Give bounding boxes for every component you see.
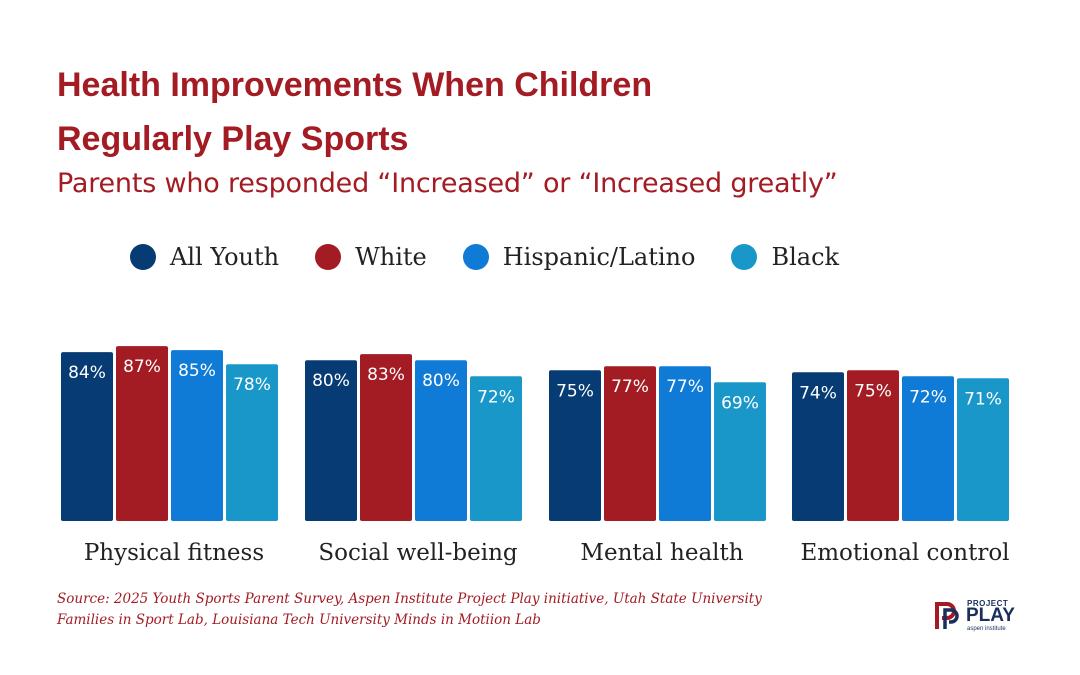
bar-emotional-control-all-youth xyxy=(792,372,844,521)
bar-emotional-control-black xyxy=(957,378,1009,521)
legend-item-hispanic-latino: Hispanic/Latino xyxy=(462,243,696,271)
data-label-emotional-control-all-youth: 74% xyxy=(799,383,837,403)
bar-emotional-control-hispanic-latino xyxy=(902,376,954,521)
legend-label-black: Black xyxy=(771,243,840,271)
data-label-emotional-control-black: 71% xyxy=(964,389,1002,409)
legend-item-black: Black xyxy=(731,243,839,271)
legend-label-hispanic-latino: Hispanic/Latino xyxy=(502,243,696,271)
data-label-physical-fitness-hispanic-latino: 85% xyxy=(178,361,216,381)
bar-mental-health-hispanic-latino xyxy=(659,366,711,521)
data-label-social-well-being-all-youth: 80% xyxy=(312,371,350,391)
legend-swatch-white xyxy=(315,244,342,270)
data-label-mental-health-hispanic-latino: 77% xyxy=(666,377,704,397)
bar-physical-fitness-all-youth xyxy=(61,352,113,521)
legend: All Youth White Hispanic/Latino Black xyxy=(130,236,875,278)
bar-social-well-being-black xyxy=(470,376,522,521)
data-label-physical-fitness-white: 87% xyxy=(123,357,161,377)
data-label-mental-health-black: 69% xyxy=(721,393,759,413)
legend-item-white: White xyxy=(315,243,427,271)
bar-social-well-being-hispanic-latino xyxy=(415,360,467,521)
data-label-emotional-control-white: 75% xyxy=(854,381,892,401)
bar-physical-fitness-white xyxy=(116,346,168,521)
bar-emotional-control-white xyxy=(847,370,899,521)
bar-mental-health-black xyxy=(714,382,766,521)
data-label-social-well-being-white: 83% xyxy=(367,365,405,385)
source-line-1: Source: 2025 Youth Sports Parent Survey,… xyxy=(57,591,762,607)
category-label-emotional-control: Emotional control xyxy=(800,540,1009,566)
data-label-emotional-control-hispanic-latino: 72% xyxy=(909,387,947,407)
data-label-physical-fitness-black: 78% xyxy=(233,375,271,395)
bar-chart: 84% 87% 85% 78% Physical fitness 80% 83% 80% 72%… xyxy=(61,346,1010,566)
source-line-2: Families in Sport Lab, Louisiana Tech Un… xyxy=(57,612,541,628)
data-label-social-well-being-hispanic-latino: 80% xyxy=(422,371,460,391)
data-label-mental-health-white: 77% xyxy=(611,377,649,397)
source-note: Source: 2025 Youth Sports Parent Survey,… xyxy=(57,589,762,631)
category-label-physical-fitness: Physical fitness xyxy=(84,540,264,566)
bar-social-well-being-all-youth xyxy=(305,360,357,521)
chart-title: Health Improvements When Children Regula… xyxy=(57,58,652,166)
project-play-logo-mark-icon xyxy=(935,602,959,629)
bar-social-well-being-white xyxy=(360,354,412,521)
category-label-social-well-being: Social well-being xyxy=(318,540,518,566)
logo-play-text: PLAY xyxy=(966,605,1015,626)
bar-physical-fitness-black xyxy=(226,364,278,521)
legend-label-all-youth: All Youth xyxy=(170,243,280,271)
category-label-mental-health: Mental health xyxy=(580,540,743,566)
title-line-2: Regularly Play Sports xyxy=(57,120,409,158)
logo-project-text: PROJECT xyxy=(967,599,1009,608)
title-line-1: Health Improvements When Children xyxy=(57,66,653,104)
chart-subtitle: Parents who responded “Increased” or “In… xyxy=(57,168,838,199)
bar-mental-health-white xyxy=(604,366,656,521)
legend-swatch-all-youth xyxy=(130,244,156,270)
project-play-logo: PROJECT PLAY aspen institute xyxy=(934,599,1024,635)
data-label-mental-health-all-youth: 75% xyxy=(556,381,594,401)
logo-aspen-text: aspen institute xyxy=(967,626,1006,632)
legend-item-all-youth: All Youth xyxy=(130,243,279,271)
bar-mental-health-all-youth xyxy=(549,370,601,521)
legend-swatch-black xyxy=(731,244,758,270)
legend-label-white: White xyxy=(355,243,427,271)
data-label-social-well-being-black: 72% xyxy=(477,387,515,407)
data-label-physical-fitness-all-youth: 84% xyxy=(68,363,106,383)
legend-swatch-hispanic-latino xyxy=(462,244,489,270)
bar-physical-fitness-hispanic-latino xyxy=(171,350,223,521)
